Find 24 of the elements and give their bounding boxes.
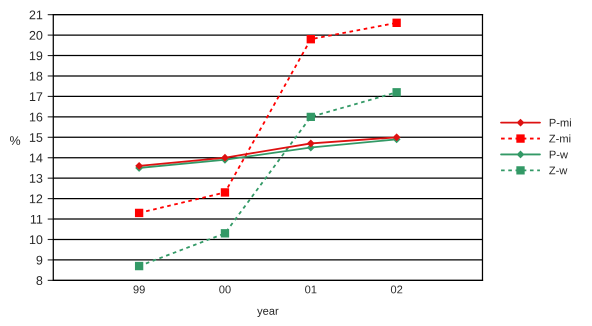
y-tick-label: 18 — [30, 72, 42, 81]
x-tick-label: 00 — [219, 286, 231, 294]
y-tick-label: 17 — [30, 92, 42, 101]
y-tick-label: 10 — [30, 235, 42, 244]
y-tick-label: 8 — [36, 276, 42, 286]
y-tick-label: 13 — [30, 174, 42, 183]
legend-label: Z-mi — [549, 134, 570, 142]
y-tick-label: 21 — [30, 10, 42, 20]
legend-label: P-mi — [550, 118, 571, 127]
legend-label: P-w — [550, 150, 568, 158]
legend-label: Z-w — [549, 166, 568, 174]
y-tick-label: 19 — [30, 51, 42, 60]
y-tick-label: 15 — [30, 133, 42, 142]
x-axis-title: year — [257, 308, 279, 318]
x-tick-label: 01 — [305, 286, 316, 294]
y-tick-label: 16 — [30, 112, 42, 122]
y-tick-label: 9 — [36, 256, 42, 265]
y-tick-label: 20 — [30, 30, 42, 40]
y-axis-title: % — [10, 136, 20, 145]
x-tick-label: 02 — [390, 286, 402, 294]
y-tick-label: 12 — [30, 194, 42, 204]
x-tick-label: 99 — [133, 286, 145, 294]
y-tick-label: 11 — [30, 214, 42, 224]
y-tick-label: 14 — [30, 154, 42, 162]
